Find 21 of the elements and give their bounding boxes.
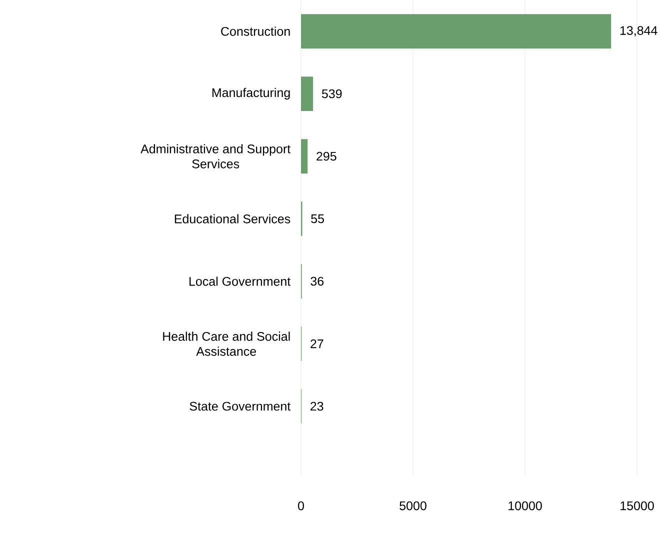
y-tick-label: State Government xyxy=(190,402,291,411)
data-label: 539 xyxy=(322,89,342,98)
data-label: 27 xyxy=(310,339,324,348)
x-tick-label: 0 xyxy=(298,501,304,510)
data-label: 55 xyxy=(311,214,324,224)
y-tick-label: Manufacturing xyxy=(212,88,290,100)
y-tick-label: Local Government xyxy=(190,276,291,286)
x-tick-label: 10000 xyxy=(508,501,542,510)
x-tick-label: 5000 xyxy=(400,501,426,510)
data-label: 295 xyxy=(316,152,336,161)
data-label: 13,844 xyxy=(620,26,658,36)
data-label: 36 xyxy=(310,276,324,286)
bar xyxy=(301,76,314,111)
x-tick-label: 15000 xyxy=(620,501,654,510)
y-tick-label: Health Care and Social Assistance xyxy=(163,332,290,356)
data-label: 23 xyxy=(310,402,324,411)
y-tick-label: Administrative and Support Services xyxy=(140,144,291,168)
y-tick-label: Educational Services xyxy=(174,214,290,224)
y-tick-label: Construction xyxy=(221,26,290,36)
bar xyxy=(301,139,308,174)
bar xyxy=(301,14,612,48)
